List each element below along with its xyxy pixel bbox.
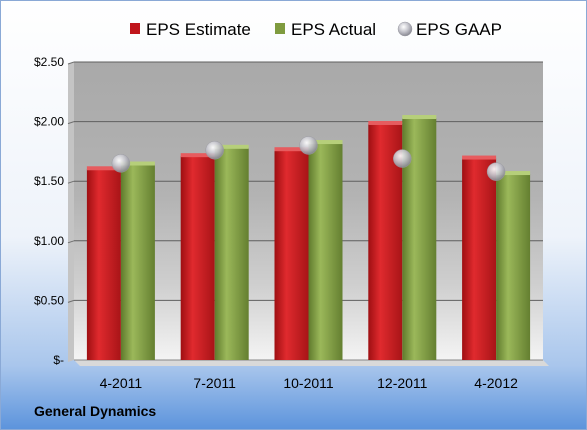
bar-eps-estimate	[462, 158, 497, 360]
x-tick-label: 12-2011	[377, 375, 428, 391]
gridline-side	[67, 180, 75, 184]
plot-floor	[74, 360, 549, 366]
legend-swatch	[130, 23, 140, 34]
x-tick-label: 4-2012	[474, 375, 518, 391]
bar-eps-actual	[496, 174, 531, 360]
bar-eps-estimate-top	[180, 153, 215, 158]
bar-eps-actual-top	[214, 144, 249, 149]
y-tick-label: $-	[53, 353, 64, 367]
bar-eps-estimate-top	[368, 120, 403, 125]
bar-eps-actual-top	[120, 161, 155, 166]
plot-side-wall	[68, 62, 74, 362]
legend: EPS Estimate EPS Actual EPS GAAP	[130, 20, 502, 39]
legend-label: EPS Actual	[291, 20, 376, 39]
y-tick-label: $2.00	[34, 115, 64, 129]
legend-label: EPS Estimate	[146, 20, 251, 39]
bar-eps-actual-top	[402, 115, 437, 120]
gridline-side	[67, 61, 75, 65]
marker-eps-gaap	[205, 140, 224, 160]
gridline-side	[67, 240, 75, 244]
bar-eps-estimate-top	[274, 147, 309, 152]
bar-eps-actual	[120, 164, 155, 360]
legend-swatch	[397, 21, 413, 37]
x-tick-label: 10-2011	[283, 375, 334, 391]
marker-eps-gaap	[111, 154, 131, 173]
y-tick-label: $1.00	[34, 234, 64, 248]
bar-eps-estimate	[274, 150, 309, 360]
gridline-side	[67, 299, 75, 303]
gridline-side	[67, 121, 75, 125]
legend-swatch	[275, 23, 285, 34]
bar-eps-actual	[308, 143, 343, 360]
marker-eps-gaap	[299, 136, 318, 155]
bar-eps-estimate	[86, 169, 121, 360]
bar-eps-actual-top	[308, 140, 343, 145]
y-tick-label: $2.50	[34, 55, 64, 69]
y-tick-label: $0.50	[34, 293, 64, 307]
bar-eps-estimate-top	[86, 166, 121, 171]
x-tick-label: 7-2011	[193, 375, 236, 391]
x-tick-label: 4-2011	[100, 375, 143, 391]
y-tick-label: $1.50	[34, 174, 64, 188]
bar-eps-actual-top	[496, 171, 531, 176]
legend-label: EPS GAAP	[416, 20, 502, 39]
company-label: General Dynamics	[34, 403, 156, 419]
marker-eps-gaap	[486, 162, 506, 181]
bar-eps-estimate	[180, 156, 215, 360]
marker-eps-gaap	[393, 149, 412, 168]
bar-eps-actual	[214, 147, 249, 360]
bar-eps-estimate-top	[462, 155, 497, 160]
